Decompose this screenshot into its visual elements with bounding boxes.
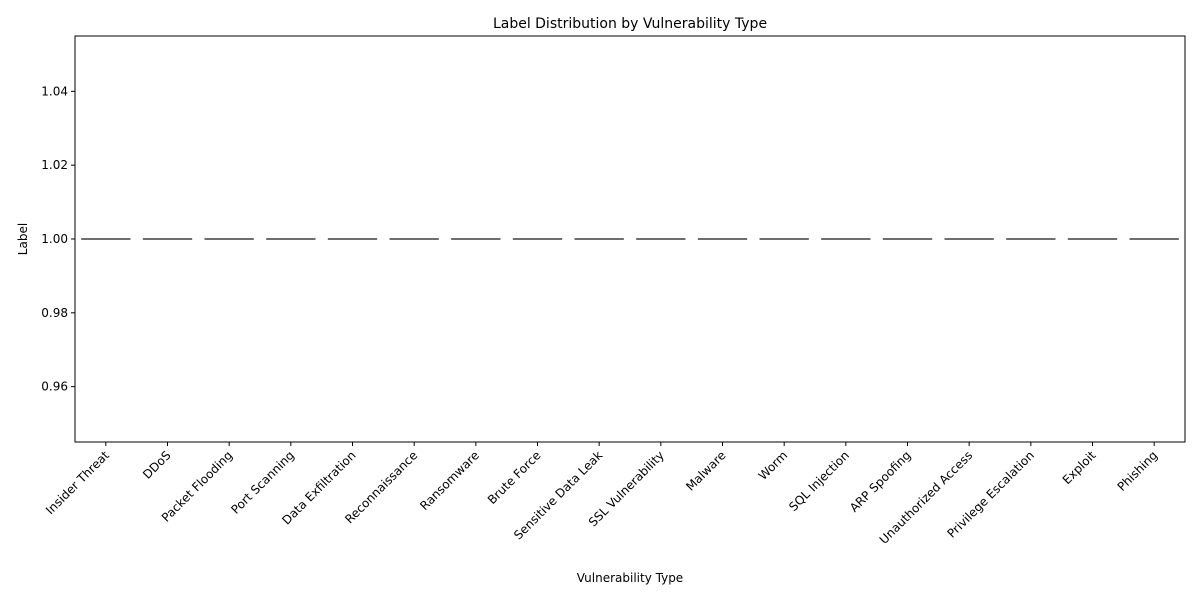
x-tick-label: Phishing xyxy=(1115,448,1161,494)
x-tick-label: Worm xyxy=(756,448,791,483)
x-tick-label: ARP Spoofing xyxy=(847,448,914,515)
y-tick-label: 1.00 xyxy=(41,232,68,246)
x-axis-label: Vulnerability Type xyxy=(577,571,683,585)
y-tick-label: 1.04 xyxy=(41,84,68,98)
x-tick-label: Port Scanning xyxy=(228,448,297,517)
plot-frame xyxy=(74,35,1186,443)
x-tick-label: Insider Threat xyxy=(43,448,112,517)
x-tick-label: SQL Injection xyxy=(786,448,852,514)
y-tick-label: 0.96 xyxy=(41,380,68,394)
y-axis-label: Label xyxy=(16,223,30,255)
chart-title: Label Distribution by Vulnerability Type xyxy=(493,16,767,32)
x-tick-label: Malware xyxy=(683,448,728,493)
y-tick-label: 0.98 xyxy=(41,306,68,320)
x-tick-label: DDoS xyxy=(140,448,174,482)
x-tick-label: Exploit xyxy=(1060,448,1099,487)
x-tick-label: Brute Force xyxy=(485,448,544,507)
x-tick-label: Ransomware xyxy=(417,448,482,513)
y-tick-label: 1.02 xyxy=(41,158,68,172)
